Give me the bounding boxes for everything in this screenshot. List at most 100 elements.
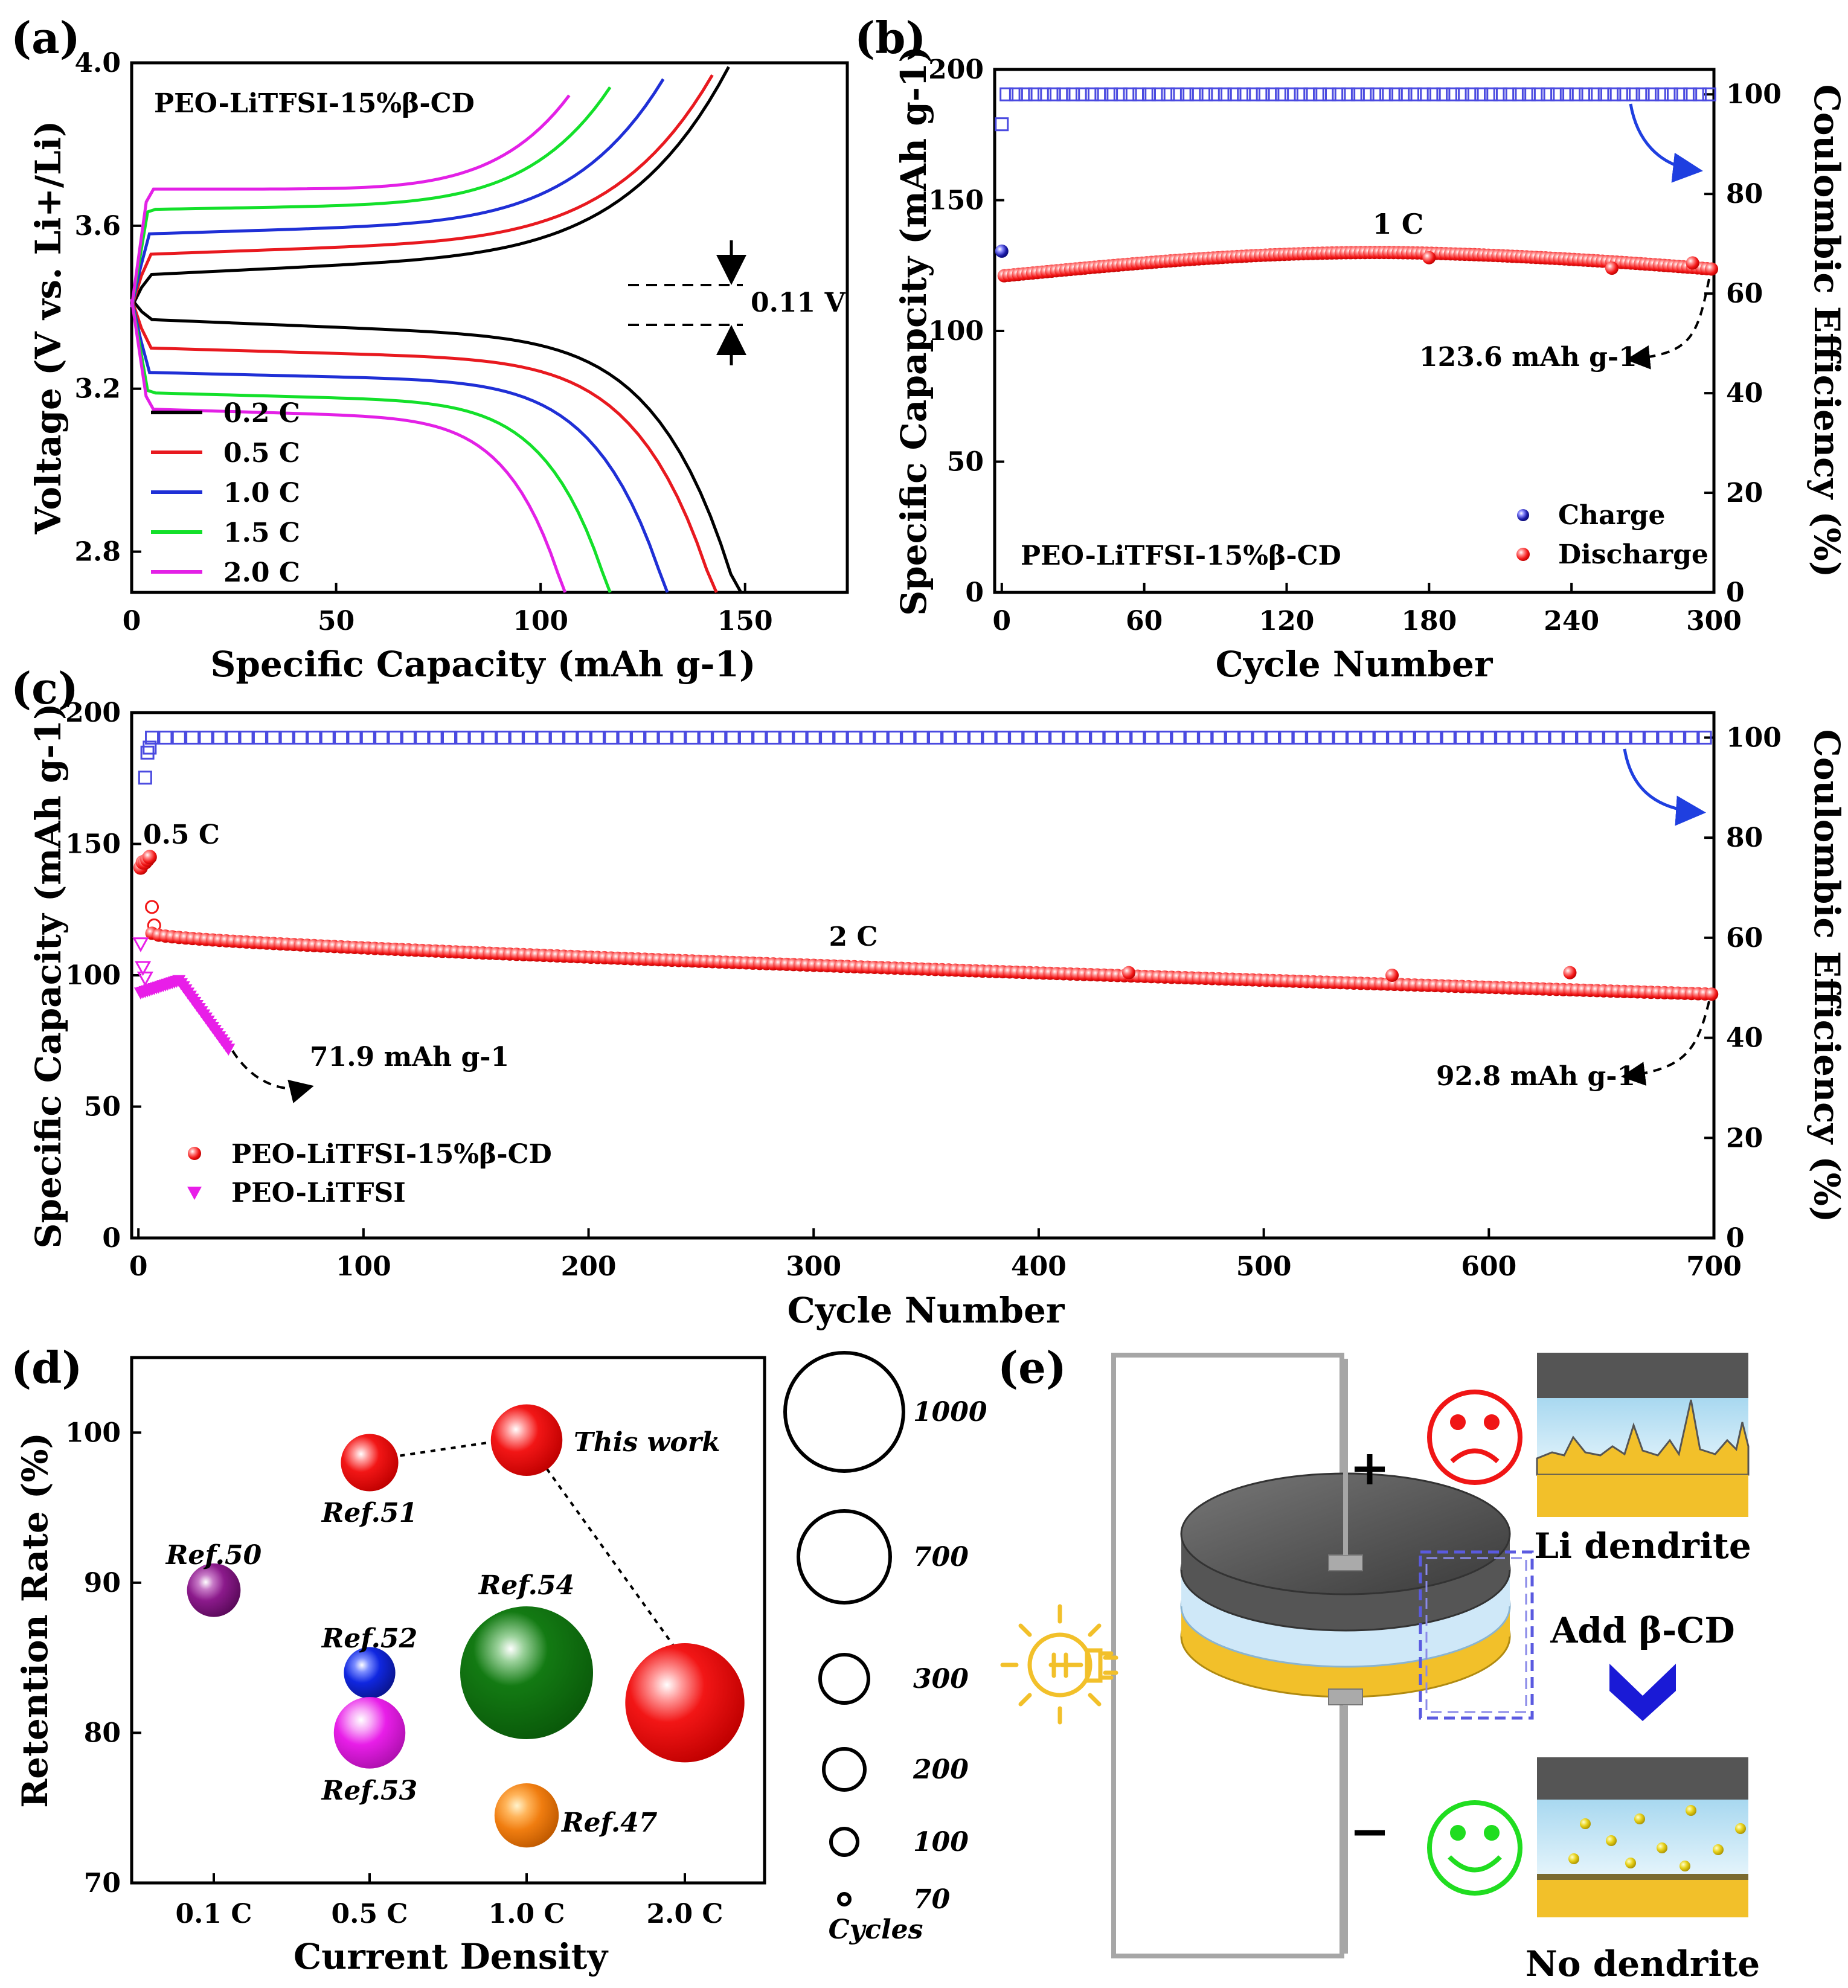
xtick-label-c: 100 — [336, 1251, 391, 1282]
size-legend-circle — [783, 1351, 905, 1473]
ce-point-c — [1239, 730, 1253, 745]
ce-point-c — [1333, 730, 1347, 745]
ce-point-c — [307, 730, 321, 745]
ce-point-b — [1626, 87, 1640, 101]
bubble-ref-51 — [341, 1434, 399, 1492]
bubble-ref-50 — [187, 1563, 241, 1617]
cd-particle — [1580, 1818, 1591, 1829]
ce-point-c — [401, 730, 415, 745]
ce-point-c — [1617, 730, 1631, 745]
annot-arrow-c2 — [1621, 1001, 1710, 1086]
ce-point-c — [496, 730, 510, 745]
ce-point-b — [1208, 87, 1223, 101]
size-legend-label: 200 — [913, 1754, 969, 1785]
ylabel-c: Specific Capacity (mAh g-1) — [28, 704, 69, 1249]
ce-point-b — [1141, 87, 1156, 101]
ce-point-c — [1481, 730, 1496, 745]
y2label-b: Coulombic Efficiency (%) — [1806, 85, 1847, 578]
ce-point-b — [1066, 87, 1080, 101]
ce-point-c — [982, 730, 996, 745]
ce-point-c — [928, 730, 942, 745]
discharge-point-b — [1422, 251, 1436, 265]
ce-point-b — [1408, 87, 1422, 101]
xtick-label-c: 700 — [1686, 1251, 1742, 1282]
y2tick-label-c: 80 — [1726, 822, 1763, 853]
size-legend-label: 300 — [913, 1664, 969, 1695]
chart-a-title: PEO-LiTFSI-15%β-CD — [154, 88, 475, 119]
bubble-this-work — [490, 1404, 563, 1476]
ce-point-b — [1104, 87, 1118, 101]
ce-point-b — [1170, 87, 1185, 101]
legend-discharge-label: Discharge — [1558, 539, 1708, 570]
data-d: Ref.50 Ref.51 Ref.52 Ref.53 Ref.54 This work R… — [165, 1404, 745, 1848]
charge-curve-20C — [130, 94, 571, 308]
ce-point-c — [577, 730, 591, 745]
legend-cd-label: PEO-LiTFSI-15%β-CD — [231, 1139, 552, 1170]
bubble-label-ref-50: Ref.50 — [165, 1540, 262, 1571]
ce-point-b — [1179, 87, 1194, 101]
cd-point-2c — [145, 900, 159, 914]
ce-point-c — [685, 730, 699, 745]
add-cd-label: Add β-CD — [1550, 1610, 1734, 1651]
size-legend-label: 100 — [913, 1827, 969, 1858]
ce-point-c — [1590, 730, 1604, 745]
ce-point-b — [1322, 87, 1336, 101]
ce-point-c — [140, 745, 155, 760]
discharge-curve-15C — [130, 298, 612, 593]
panel-label-a: (a) — [11, 12, 80, 63]
curves-a — [130, 66, 743, 594]
annotation-71-9: 71.9 mAh g-1 — [310, 1042, 509, 1073]
cd-point-0-5c — [142, 850, 157, 865]
ce-point-c — [698, 730, 713, 745]
ce-point-c — [1644, 730, 1658, 745]
legend-label-a: 2.0 C — [223, 557, 300, 588]
ce-point-b — [1379, 87, 1394, 101]
ce-point-c — [185, 730, 200, 745]
ce-point-c — [1131, 730, 1145, 745]
annot-arrow-b — [1626, 278, 1710, 370]
ce-point-c — [793, 730, 807, 745]
ce-point-c — [1211, 730, 1226, 745]
ce-point-c — [1495, 730, 1510, 745]
y2tick-label-c: 60 — [1726, 923, 1763, 954]
cd-particles — [1568, 1805, 1746, 1871]
ce-point-c — [901, 730, 916, 745]
plot-frame-d — [130, 1356, 766, 1885]
discharge-curve-02C — [130, 298, 743, 594]
ce-point-b — [1294, 87, 1308, 101]
cd-particle — [1568, 1853, 1579, 1864]
charge-point-b — [995, 244, 1009, 258]
ytick-label-d: 100 — [65, 1417, 121, 1448]
ce-point-c — [861, 730, 875, 745]
ce-point-b — [1692, 87, 1707, 101]
ce-point-c — [887, 730, 902, 745]
y2tick-label-b: 80 — [1726, 179, 1763, 210]
y2tick-label-b: 40 — [1726, 378, 1763, 409]
ce-point-c — [138, 771, 152, 785]
cd-particle — [1634, 1813, 1645, 1824]
ce-point-c — [712, 730, 727, 745]
ce-point-c — [1522, 730, 1536, 745]
minus-sign: − — [1349, 1803, 1390, 1859]
happy-face-icon — [1427, 1800, 1522, 1896]
ce-point-c — [1279, 730, 1294, 745]
ytick-label-c: 0 — [102, 1223, 121, 1254]
ce-point-b — [1484, 87, 1498, 101]
ce-point-b — [1332, 87, 1346, 101]
cd-particle — [1686, 1805, 1696, 1816]
ce-point-b — [1398, 87, 1413, 101]
xtick-label-b: 300 — [1686, 606, 1742, 636]
annotation-92-8: 92.8 mAh g-1 — [1436, 1061, 1635, 1092]
ce-point-c — [1171, 730, 1185, 745]
ce-point-c — [658, 730, 672, 745]
ce-point-c — [239, 730, 254, 745]
legend-peo-marker — [187, 1187, 202, 1200]
ce-point-b — [1597, 87, 1612, 101]
ce-point-b — [1635, 87, 1650, 101]
ce-point-c — [280, 730, 294, 745]
ytick-label-b: 50 — [947, 447, 984, 478]
ce-point-b — [1645, 87, 1660, 101]
panel-label-b: (b) — [855, 12, 926, 63]
ytick-label-b: 100 — [928, 316, 984, 347]
